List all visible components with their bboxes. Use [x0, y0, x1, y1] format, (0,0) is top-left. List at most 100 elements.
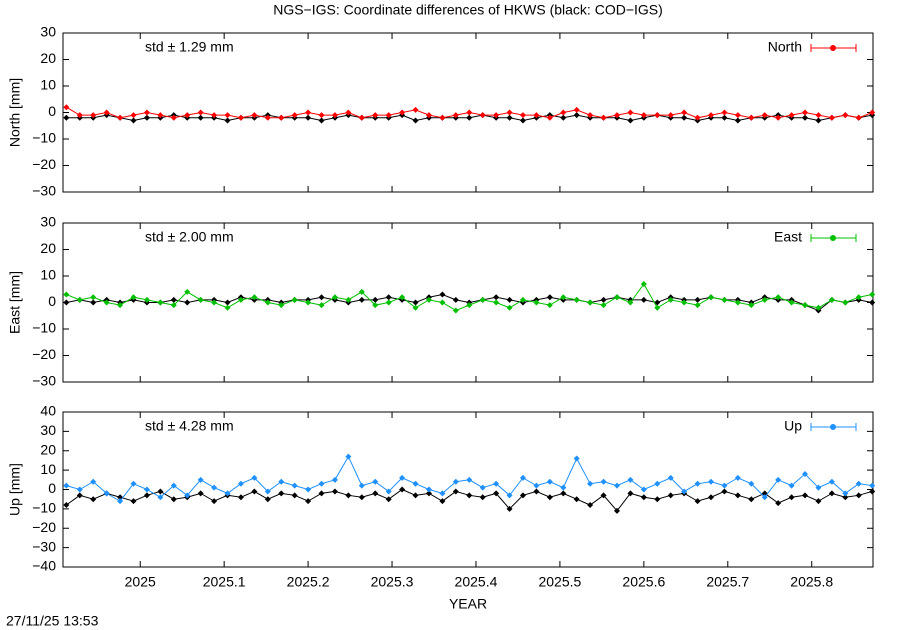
data-point: [546, 294, 553, 301]
data-point: [358, 288, 365, 295]
data-point: [600, 478, 607, 485]
data-point: [479, 296, 486, 303]
y-tick-label: −20: [32, 346, 56, 362]
data-point: [90, 299, 97, 306]
data-point: [748, 480, 755, 487]
data-point: [439, 291, 446, 298]
x-tick-label: 2025.8: [790, 574, 833, 590]
data-point: [211, 299, 218, 306]
data-point: [76, 492, 83, 499]
data-point: [694, 498, 701, 505]
data-point: [613, 294, 620, 301]
data-point: [452, 478, 459, 485]
data-point: [708, 294, 714, 301]
data-point: [640, 296, 647, 303]
data-point: [788, 112, 795, 119]
data-point: [775, 476, 782, 483]
std-annotation: std ± 4.28 mm: [145, 418, 234, 434]
data-point: [439, 490, 446, 497]
data-point: [117, 302, 124, 309]
data-point: [761, 296, 768, 303]
data-point: [654, 480, 661, 487]
data-point: [399, 474, 406, 481]
data-point: [734, 112, 741, 119]
data-point: [721, 109, 728, 116]
data-point: [90, 112, 97, 119]
data-point: [184, 299, 191, 306]
data-point: [157, 299, 164, 306]
data-point: [211, 484, 218, 491]
data-point: [63, 482, 70, 489]
data-point: [855, 492, 862, 499]
data-point: [331, 294, 338, 301]
data-point: [157, 112, 164, 119]
y-tick-label: 30: [40, 24, 56, 40]
y-tick-label: −30: [32, 538, 56, 554]
data-point: [869, 291, 876, 298]
data-point: [466, 302, 473, 309]
data-point: [412, 492, 419, 499]
data-point: [291, 296, 298, 303]
data-point: [130, 294, 137, 301]
x-tick-label: 2025.6: [622, 574, 665, 590]
data-point: [251, 474, 258, 481]
data-point: [721, 482, 728, 489]
y-tick-label: −30: [32, 373, 56, 389]
data-point: [667, 296, 674, 303]
y-tick-label: −10: [32, 500, 56, 516]
data-point: [734, 474, 741, 481]
data-point: [103, 490, 110, 497]
data-point: [331, 476, 338, 483]
y-tick-label: 0: [48, 480, 56, 496]
data-point: [627, 299, 634, 306]
data-point: [224, 304, 231, 311]
data-point: [237, 494, 244, 501]
y-tick-label: 30: [40, 422, 56, 438]
x-tick-label: 2025.5: [538, 574, 581, 590]
data-point: [224, 299, 231, 306]
y-tick-label: −20: [32, 156, 56, 172]
y-tick-label: −20: [32, 519, 56, 535]
data-point: [828, 114, 835, 121]
data-point: [117, 498, 124, 505]
data-point: [278, 478, 285, 485]
data-point: [197, 114, 204, 121]
data-point: [640, 494, 647, 501]
std-annotation: std ± 1.29 mm: [145, 39, 234, 55]
data-point: [802, 114, 809, 121]
data-point: [318, 112, 325, 119]
data-point: [224, 117, 231, 124]
x-tick-label: 2025: [125, 574, 156, 590]
data-point: [452, 296, 459, 303]
data-point: [600, 302, 607, 309]
data-point: [654, 299, 661, 306]
y-axis-label: East [mm]: [7, 271, 23, 334]
data-point: [358, 482, 365, 489]
data-point: [493, 480, 500, 487]
data-point: [372, 490, 379, 497]
data-point: [734, 117, 741, 124]
data-point: [305, 486, 312, 493]
data-point: [802, 471, 809, 477]
data-point: [358, 296, 365, 303]
legend-swatch: [830, 45, 836, 51]
data-point: [90, 294, 97, 301]
data-point: [63, 299, 70, 306]
x-tick-label: 2025.7: [706, 574, 749, 590]
data-point: [278, 114, 285, 121]
data-point: [237, 480, 244, 487]
legend-label: Up: [784, 418, 802, 434]
data-point: [479, 484, 486, 491]
data-point: [546, 114, 553, 121]
data-point: [372, 478, 379, 485]
y-tick-label: 40: [40, 403, 56, 419]
data-point: [345, 109, 352, 116]
data-point: [466, 492, 473, 499]
data-point: [197, 296, 204, 303]
data-point: [278, 490, 285, 497]
data-point: [587, 502, 594, 508]
data-point: [143, 296, 150, 303]
data-point: [211, 112, 218, 119]
data-point: [681, 299, 688, 306]
